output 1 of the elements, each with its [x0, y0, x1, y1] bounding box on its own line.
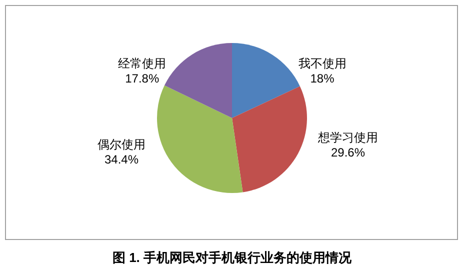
caption: 图 1. 手机网民对手机银行业务的使用情况 [112, 250, 353, 265]
